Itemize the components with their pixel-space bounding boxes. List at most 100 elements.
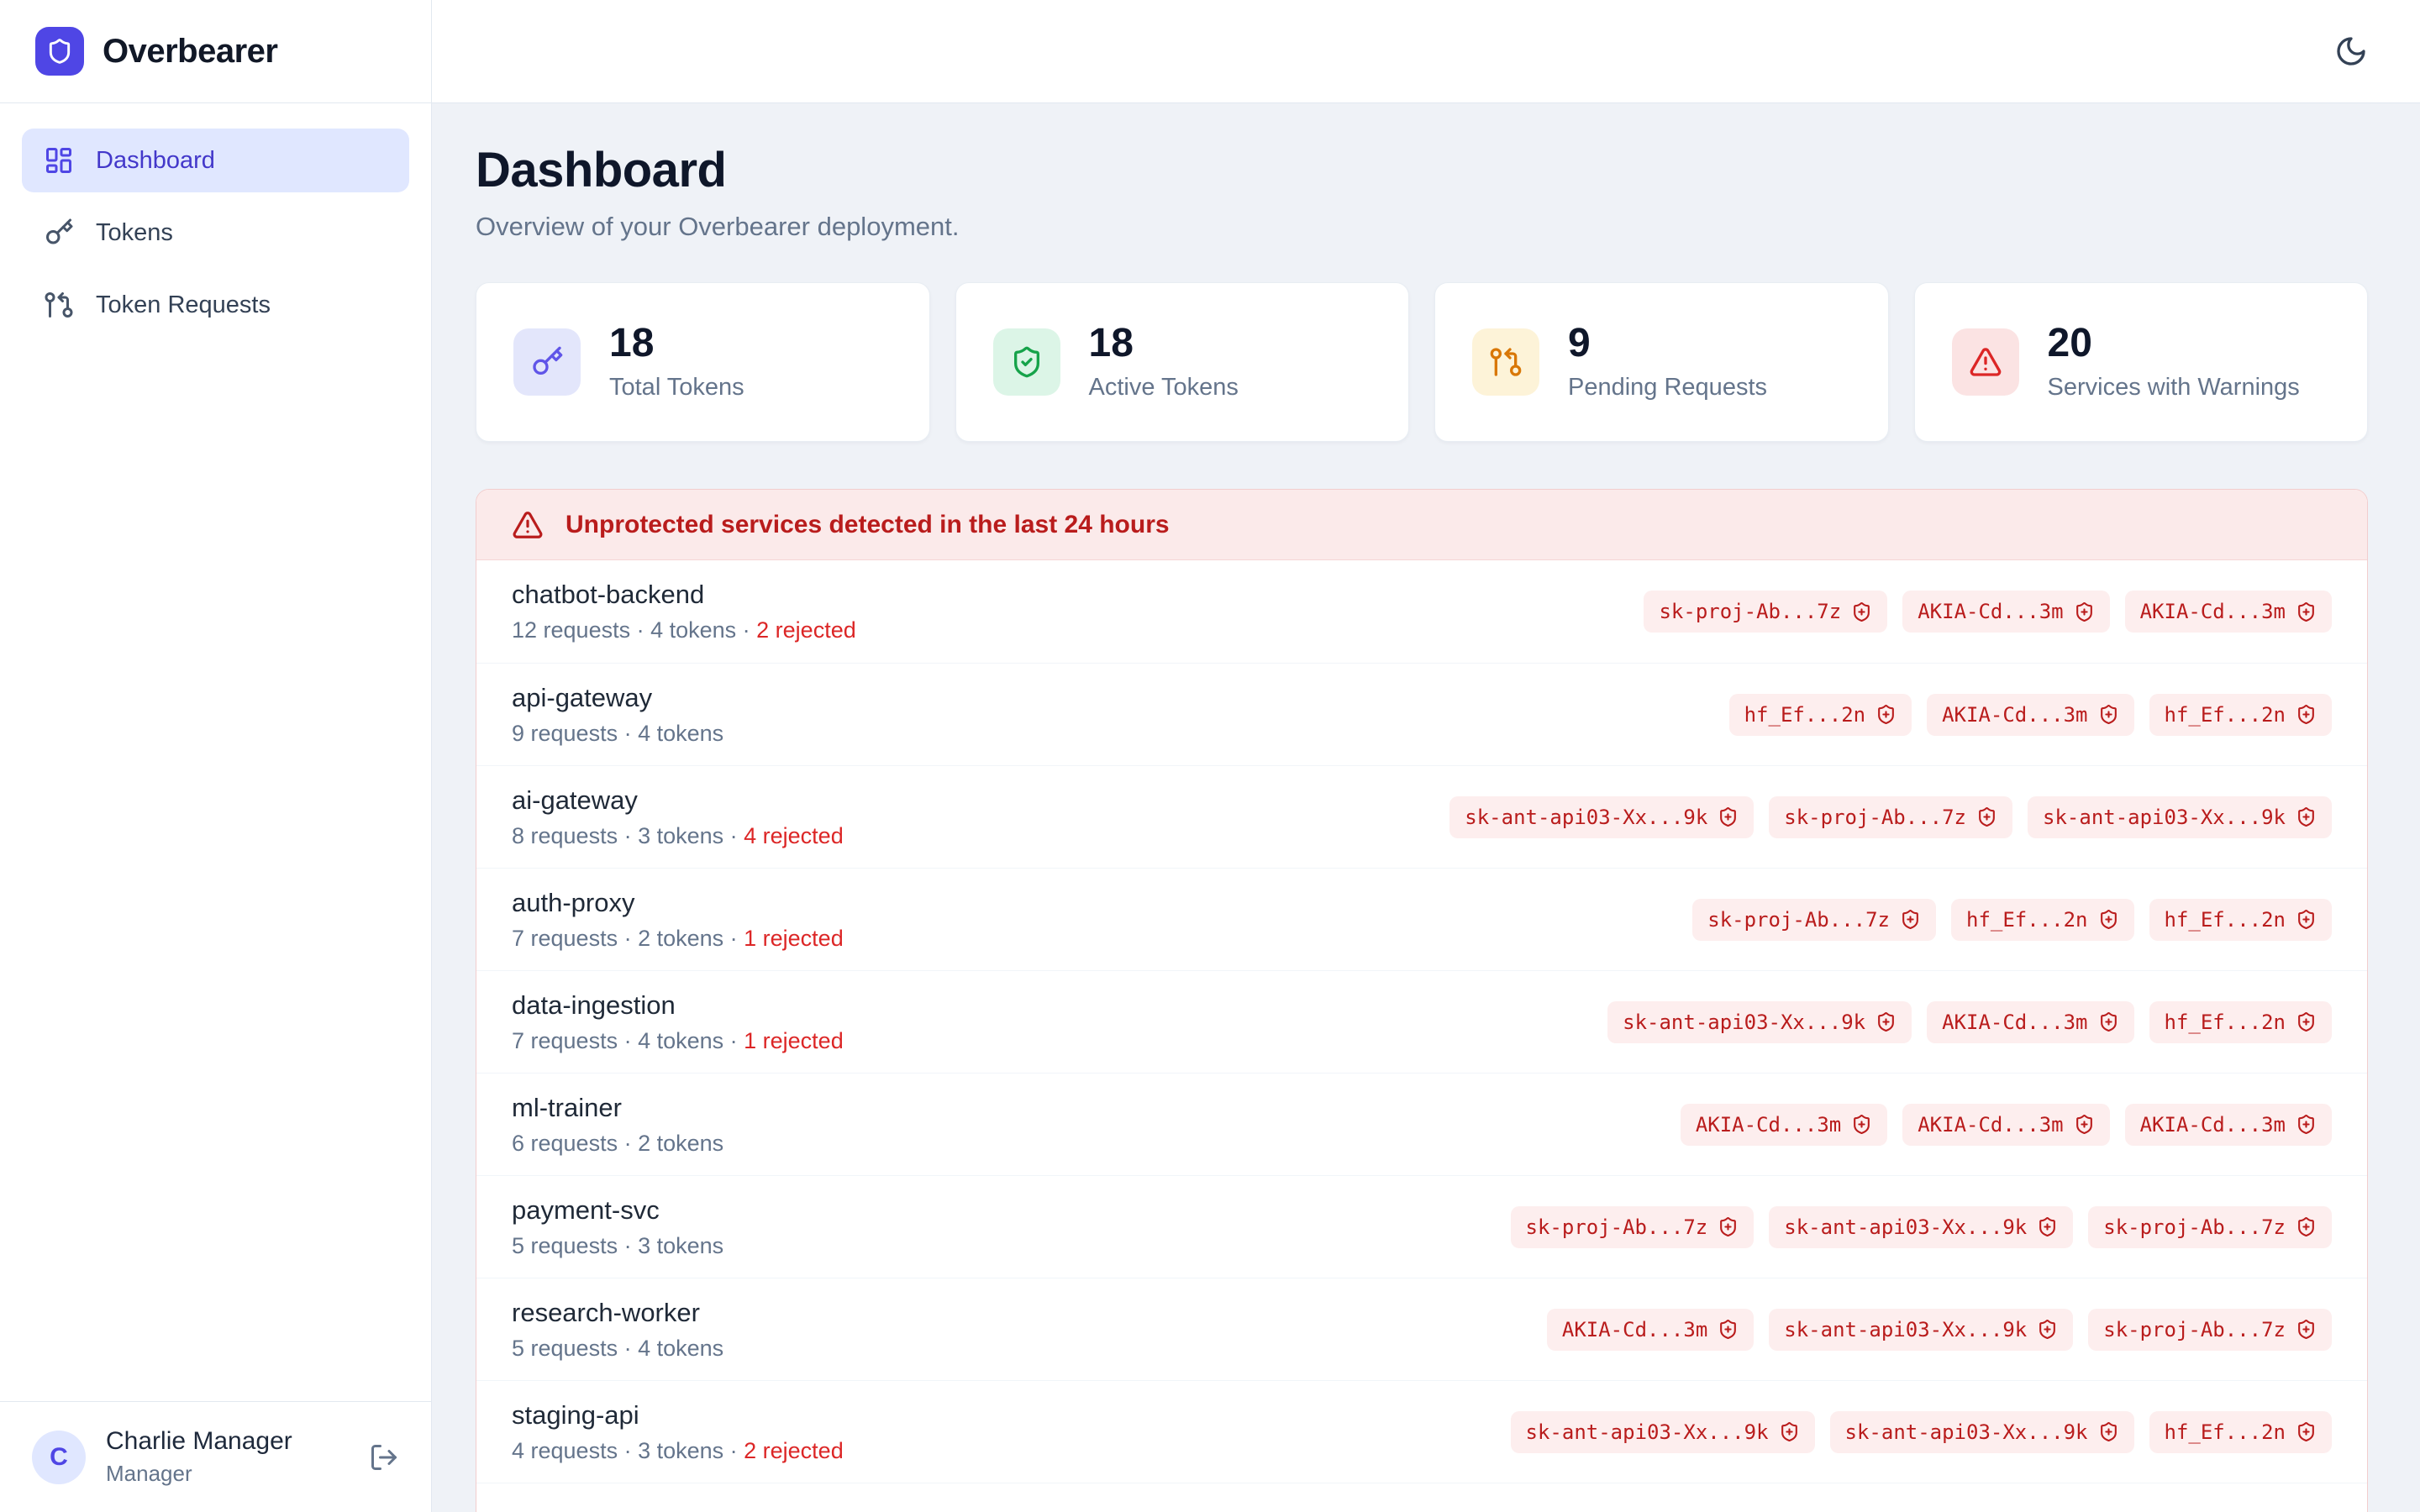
service-rejected-count: 1 rejected <box>744 925 844 951</box>
token-label: AKIA-Cd...3m <box>1942 1010 2088 1034</box>
token-badge[interactable]: AKIA-Cd...3m <box>2124 1103 2332 1146</box>
token-badge[interactable]: AKIA-Cd...3m <box>1902 591 2110 633</box>
token-badge[interactable]: sk-proj-Ab...7z <box>2088 1205 2332 1248</box>
git-pull-request-icon <box>44 290 74 320</box>
service-name: ai-gateway <box>512 785 638 815</box>
token-badge[interactable]: AKIA-Cd...3m <box>2124 591 2332 633</box>
warning-banner: Unprotected services detected in the las… <box>476 490 2367 560</box>
token-badge[interactable]: sk-ant-api03-Xx...9k <box>1769 1308 2074 1351</box>
service-meta: 12 requests · 4 tokens · 2 rejected <box>512 617 856 643</box>
shield-plus-icon <box>2098 1421 2119 1442</box>
shield-plus-icon <box>1718 1319 1739 1340</box>
service-meta: 6 requests · 2 tokens <box>512 1131 723 1157</box>
token-badge[interactable]: sk-ant-api03-Xx...9k <box>1449 795 1754 838</box>
shield-plus-icon <box>1718 806 1739 827</box>
stat-cards: 18 Total Tokens 18 Active Tokens <box>476 282 2368 442</box>
token-label: hf_Ef...2n <box>2164 907 2286 932</box>
dashboard-grid-icon <box>44 145 74 176</box>
sidebar-item-label: Tokens <box>96 218 173 246</box>
service-name: research-worker <box>512 1297 700 1327</box>
avatar: C <box>32 1430 86 1484</box>
sidebar: Overbearer Dashboard Tokens Token Reques… <box>0 0 432 1512</box>
token-badge[interactable]: AKIA-Cd...3m <box>1680 1103 1888 1146</box>
theme-toggle-button[interactable] <box>2334 34 2368 68</box>
shield-plus-icon <box>2037 1319 2058 1340</box>
shield-plus-icon <box>2296 909 2317 930</box>
stat-value: 18 <box>609 320 655 365</box>
logout-button[interactable] <box>369 1442 399 1473</box>
service-meta-counts: 7 requests · 2 tokens · <box>512 925 744 951</box>
service-meta: 7 requests · 2 tokens · 1 rejected <box>512 926 844 952</box>
token-badges: AKIA-Cd...3m sk-ant-api03-Xx...9k <box>1546 1308 2332 1351</box>
service-rejected-count: 4 rejected <box>744 822 844 848</box>
token-badge[interactable]: AKIA-Cd...3m <box>1927 1000 2134 1043</box>
token-label: sk-proj-Ab...7z <box>2103 1215 2286 1239</box>
token-label: hf_Ef...2n <box>2164 1420 2286 1444</box>
service-name: ml-trainer <box>512 1092 622 1122</box>
token-badges: sk-proj-Ab...7z AKIA-Cd...3m <box>1644 591 2332 633</box>
token-badge[interactable]: sk-ant-api03-Xx...9k <box>1607 1000 1912 1043</box>
stat-value: 9 <box>1568 320 1591 365</box>
stat-text: 9 Pending Requests <box>1568 323 1767 402</box>
token-badge[interactable]: AKIA-Cd...3m <box>1927 693 2134 736</box>
shield-plus-icon <box>1851 1114 1872 1135</box>
shield-plus-icon <box>1718 1216 1739 1237</box>
token-badge[interactable]: sk-proj-Ab...7z <box>1692 898 1936 941</box>
token-badges: sk-proj-Ab...7z hf_Ef...2n <box>1692 898 2332 941</box>
token-badge[interactable]: hf_Ef...2n <box>2149 898 2332 941</box>
token-label: sk-ant-api03-Xx...9k <box>1525 1420 1769 1444</box>
content: Dashboard Overview of your Overbearer de… <box>432 103 2420 1512</box>
token-badges: sk-ant-api03-Xx...9k AKIA-Cd...3m <box>1607 1000 2332 1043</box>
token-label: sk-proj-Ab...7z <box>1707 907 1890 932</box>
service-info: staging-api 4 requests · 3 tokens · 2 re… <box>512 1400 844 1464</box>
token-badge[interactable]: hf_Ef...2n <box>1728 693 1912 736</box>
key-icon <box>513 328 581 396</box>
service-meta: 8 requests · 3 tokens · 4 rejected <box>512 823 844 849</box>
topbar <box>432 0 2420 103</box>
token-badge[interactable]: sk-proj-Ab...7z <box>2088 1308 2332 1351</box>
service-name: chatbot-backend <box>512 580 705 609</box>
token-badge[interactable]: hf_Ef...2n <box>2149 1410 2332 1453</box>
token-badge[interactable]: hf_Ef...2n <box>1951 898 2134 941</box>
service-row: api-gateway 9 requests · 4 tokens hf_Ef.… <box>476 663 2367 765</box>
service-row: data-ingestion 7 requests · 4 tokens · 1… <box>476 970 2367 1073</box>
sidebar-item-label: Token Requests <box>96 291 271 318</box>
stat-text: 18 Total Tokens <box>609 323 744 402</box>
stat-text: 18 Active Tokens <box>1089 323 1239 402</box>
app-logo <box>35 27 84 76</box>
sidebar-item-token-requests[interactable]: Token Requests <box>22 273 409 337</box>
token-badge[interactable]: sk-proj-Ab...7z <box>1510 1205 1754 1248</box>
main-area: Dashboard Overview of your Overbearer de… <box>432 0 2420 1512</box>
service-meta: 9 requests · 4 tokens <box>512 721 723 747</box>
sidebar-item-tokens[interactable]: Tokens <box>22 201 409 265</box>
shield-plus-icon <box>2296 704 2317 725</box>
shield-check-icon <box>992 328 1060 396</box>
token-badge[interactable]: AKIA-Cd...3m <box>1546 1308 1754 1351</box>
token-badge[interactable]: sk-ant-api03-Xx...9k <box>1829 1410 2134 1453</box>
stat-text: 20 Services with Warnings <box>2048 323 2300 402</box>
token-label: AKIA-Cd...3m <box>1918 1112 2064 1137</box>
token-label: hf_Ef...2n <box>2164 1010 2286 1034</box>
token-badge[interactable]: sk-ant-api03-Xx...9k <box>2028 795 2332 838</box>
shield-plus-icon <box>2098 704 2119 725</box>
token-label: AKIA-Cd...3m <box>1918 600 2064 623</box>
service-info: ml-trainer 6 requests · 2 tokens <box>512 1093 723 1157</box>
service-meta: 4 requests · 3 tokens · 2 rejected <box>512 1438 844 1464</box>
token-badge[interactable]: hf_Ef...2n <box>2149 693 2332 736</box>
sidebar-item-dashboard[interactable]: Dashboard <box>22 129 409 192</box>
token-badge[interactable]: sk-proj-Ab...7z <box>1769 795 2013 838</box>
token-badge[interactable]: sk-proj-Ab...7z <box>1644 591 1888 633</box>
token-badge[interactable]: AKIA-Cd...3m <box>1902 1103 2110 1146</box>
service-row: chatbot-backend 12 requests · 4 tokens ·… <box>476 560 2367 663</box>
shield-plus-icon <box>2074 601 2095 622</box>
service-info: auth-proxy 7 requests · 2 tokens · 1 rej… <box>512 888 844 952</box>
token-badge[interactable]: hf_Ef...2n <box>2149 1000 2332 1043</box>
token-badge[interactable]: sk-ant-api03-Xx...9k <box>1769 1205 2074 1248</box>
token-badge[interactable]: sk-ant-api03-Xx...9k <box>1510 1410 1815 1453</box>
shield-plus-icon <box>2296 1421 2317 1442</box>
app-name: Overbearer <box>103 32 278 70</box>
shield-plus-icon <box>2296 806 2317 827</box>
service-meta-counts: 5 requests · 3 tokens <box>512 1232 724 1258</box>
service-meta-counts: 7 requests · 4 tokens · <box>512 1027 744 1053</box>
shield-plus-icon <box>2296 1216 2317 1237</box>
